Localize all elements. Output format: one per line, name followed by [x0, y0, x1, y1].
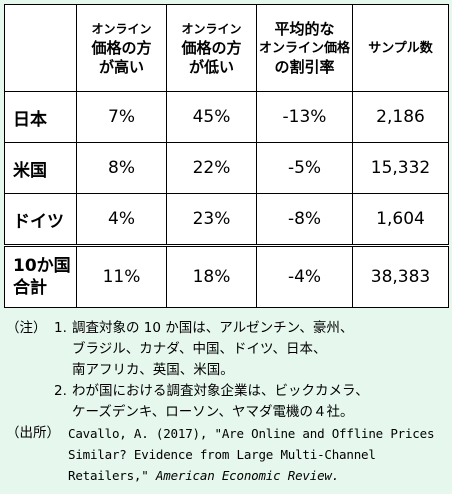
- table-row: ドイツ 4% 23% -8% 1,604: [4, 193, 449, 246]
- cell-higher: 4%: [76, 193, 167, 246]
- source-line: Similar? Evidence from Large Multi-Chann…: [6, 444, 448, 465]
- note-text: 南アフリカ、英国、米国。: [72, 362, 234, 378]
- row-label: 米国: [4, 142, 77, 194]
- source-tag: （出所）: [6, 425, 60, 441]
- header-discount: 平均的な オンライン価格 の割引率: [256, 4, 353, 92]
- note-tag: （注）: [6, 320, 47, 336]
- header-line: が低い: [188, 57, 234, 76]
- note-text: 調査対象の 10 か国は、アルゼンチン、豪州、: [72, 320, 354, 336]
- header-line: 平均的な: [274, 19, 335, 38]
- header-line: オンライン価格: [258, 40, 350, 56]
- cell-samples: 2,186: [352, 91, 449, 143]
- header-line: 価格の方: [91, 38, 152, 57]
- header-line: の割引率: [274, 57, 335, 76]
- table-row: 日本 7% 45% -13% 2,186: [4, 91, 449, 143]
- cell-discount: -4%: [256, 244, 353, 308]
- note-text: わが国における調査対象企業は、ビックカメラ、: [72, 383, 369, 399]
- note-number: 2.: [54, 383, 67, 399]
- total-label-line2: 合計: [13, 278, 47, 298]
- table-row: 米国 8% 22% -5% 15,332: [4, 142, 449, 194]
- header-samples: サンプル数: [352, 4, 449, 92]
- cell-samples: 38,383: [352, 244, 449, 308]
- note-line: 南アフリカ、英国、米国。: [6, 360, 448, 381]
- header-line: オンライン: [91, 21, 152, 36]
- cell-samples: 15,332: [352, 142, 449, 194]
- cell-samples: 1,604: [352, 193, 449, 246]
- cell-discount: -13%: [256, 91, 353, 143]
- cell-higher: 7%: [76, 91, 167, 143]
- price-comparison-table: オンライン 価格の方 が高い オンライン 価格の方 が低い 平均的な オンライン…: [4, 4, 449, 308]
- cell-lower: 45%: [166, 91, 257, 143]
- source-text: Cavallo, A. (2017), "Are Online and Offl…: [68, 426, 435, 441]
- note-text: ケーズデンキ、ローソン、ヤマダ電機の４社。: [72, 404, 354, 420]
- cell-higher: 11%: [76, 244, 167, 308]
- row-label: 日本: [4, 91, 77, 143]
- note-line: ケーズデンキ、ローソン、ヤマダ電機の４社。: [6, 402, 448, 423]
- row-label: ドイツ: [4, 193, 77, 246]
- source-line: （出所） Cavallo, A. (2017), "Are Online and…: [6, 423, 448, 444]
- header-line: が高い: [98, 57, 144, 76]
- source-line: Retailers," American Economic Review.: [6, 465, 448, 486]
- total-label-line1: 10か国: [13, 256, 71, 276]
- header-line: 価格の方: [181, 38, 242, 57]
- source-text-plain: Retailers,": [68, 468, 156, 483]
- source-text: Retailers," American Economic Review.: [68, 465, 339, 486]
- cell-lower: 18%: [166, 244, 257, 308]
- note-line: （注） 1. 調査対象の 10 か国は、アルゼンチン、豪州、: [6, 318, 448, 339]
- header-online-higher: オンライン 価格の方 が高い: [76, 4, 167, 92]
- source-text: Similar? Evidence from Large Multi-Chann…: [68, 447, 376, 462]
- cell-higher: 8%: [76, 142, 167, 194]
- cell-discount: -8%: [256, 193, 353, 246]
- note-line: 2. わが国における調査対象企業は、ビックカメラ、: [6, 381, 448, 402]
- cell-discount: -5%: [256, 142, 353, 194]
- footnotes: （注） 1. 調査対象の 10 か国は、アルゼンチン、豪州、 ブラジル、カナダ、…: [6, 318, 448, 486]
- note-text: ブラジル、カナダ、中国、ドイツ、日本、: [72, 341, 327, 357]
- journal-name: American Economic Review.: [155, 468, 340, 483]
- total-label: 10か国 合計: [4, 244, 77, 308]
- note-line: ブラジル、カナダ、中国、ドイツ、日本、: [6, 339, 448, 360]
- header-online-lower: オンライン 価格の方 が低い: [166, 4, 257, 92]
- table-total-row: 10か国 合計 11% 18% -4% 38,383: [4, 244, 449, 308]
- header-line: サンプル数: [368, 40, 433, 56]
- header-corner: [4, 4, 77, 92]
- cell-lower: 23%: [166, 193, 257, 246]
- cell-lower: 22%: [166, 142, 257, 194]
- note-number: 1.: [54, 320, 67, 336]
- header-line: オンライン: [181, 21, 242, 36]
- table-header-row: オンライン 価格の方 が高い オンライン 価格の方 が低い 平均的な オンライン…: [4, 4, 449, 92]
